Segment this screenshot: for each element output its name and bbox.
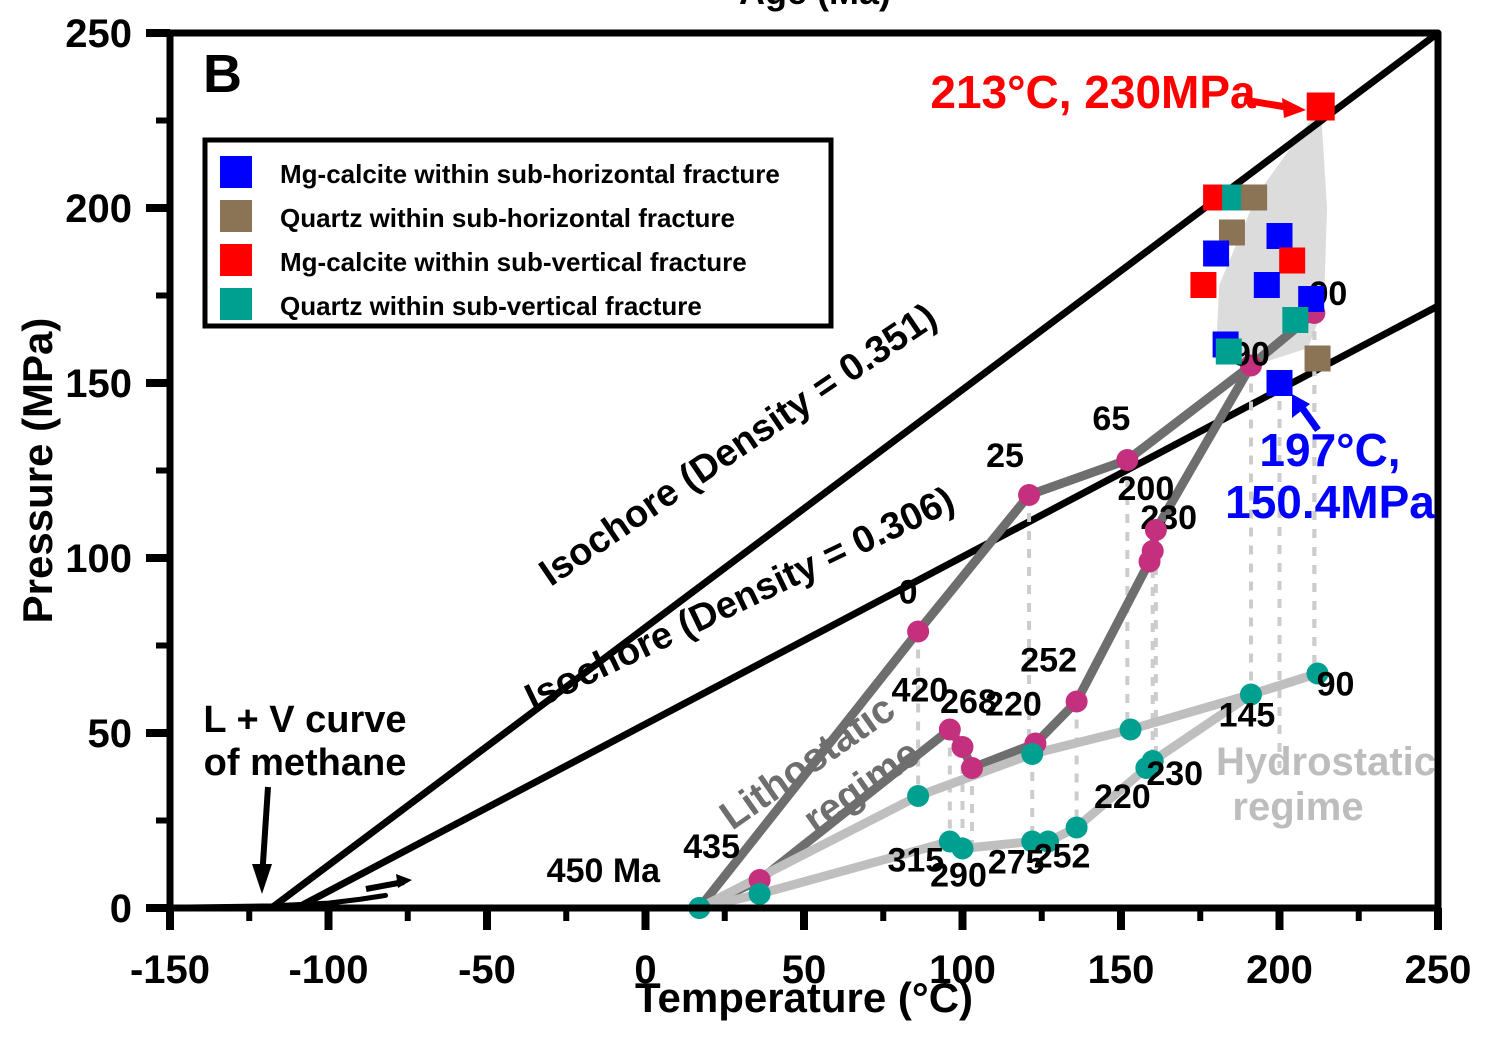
age-label-252: 252 bbox=[1034, 838, 1091, 876]
marker-hydrostatic-regime[interactable] bbox=[1239, 683, 1262, 706]
line-isochore-density-0-306- bbox=[293, 302, 1442, 912]
y-tick-label-250: 250 bbox=[65, 12, 132, 56]
x-tick-label-100: 100 bbox=[929, 948, 996, 992]
legend-swatch-3 bbox=[220, 288, 252, 320]
legend-swatch-2 bbox=[220, 244, 252, 276]
cluster-marker-mg-calcite-subvertical[interactable] bbox=[1306, 92, 1335, 121]
hydrostatic-regime-label-line2: regime bbox=[1232, 785, 1363, 829]
age-label-220: 220 bbox=[985, 686, 1042, 724]
top-cut-title: Age (Ma) bbox=[739, 0, 891, 12]
x-tick-label--50: -50 bbox=[458, 948, 516, 992]
lv-curve-pointer-head bbox=[396, 874, 412, 888]
lv-curve-label-line1: L + V curve bbox=[203, 699, 406, 741]
legend-label-3: Quartz within sub-vertical fracture bbox=[280, 291, 702, 321]
cluster-marker-mg-calcite-subvertical[interactable] bbox=[1279, 247, 1306, 274]
age-label-275: 275 bbox=[988, 844, 1045, 882]
cluster-marker-quartz-subhorizontal[interactable] bbox=[1304, 345, 1331, 372]
marker-lithostatic-regime[interactable] bbox=[1065, 690, 1088, 713]
y-axis-title: Pressure (MPa) bbox=[14, 318, 61, 624]
lv-curve-arrow-head bbox=[252, 864, 272, 894]
marker-lithostatic-regime[interactable] bbox=[1116, 449, 1139, 471]
x-tick-label-0: 0 bbox=[634, 948, 656, 992]
age-label-0: 0 bbox=[899, 574, 918, 612]
age-label-65: 65 bbox=[1092, 400, 1130, 438]
y-tick-label-200: 200 bbox=[65, 187, 132, 231]
age-label-252: 252 bbox=[1020, 642, 1077, 680]
y-tick-label-100: 100 bbox=[65, 537, 132, 581]
x-tick-label--100: -100 bbox=[288, 948, 368, 992]
legend-swatch-1 bbox=[220, 200, 252, 232]
age-label-145: 145 bbox=[1219, 697, 1276, 735]
lv-curve-arrow-shaft bbox=[259, 786, 271, 879]
marker-lithostatic-regime[interactable] bbox=[907, 620, 930, 643]
marker-lithostatic-regime[interactable] bbox=[1144, 519, 1167, 541]
marker-lithostatic-regime[interactable] bbox=[938, 718, 961, 741]
x-tick-label-150: 150 bbox=[1088, 948, 1155, 992]
cluster-marker-mg-calcite-subvertical[interactable] bbox=[1190, 272, 1217, 298]
path-lithostatic-origin-branch bbox=[694, 627, 923, 913]
legend-label-1: Quartz within sub-horizontal fracture bbox=[280, 203, 735, 233]
callout-blue-arrow-head bbox=[1292, 394, 1310, 418]
marker-lithostatic-regime[interactable] bbox=[1018, 484, 1041, 506]
age-label-25: 25 bbox=[986, 437, 1024, 475]
callout-red-arrow-head bbox=[1282, 98, 1306, 118]
marker-hydrostatic-regime[interactable] bbox=[1306, 662, 1329, 685]
cluster-marker-quartz-subvertical[interactable] bbox=[1282, 307, 1309, 333]
marker-hydrostatic-regime[interactable] bbox=[1119, 718, 1142, 741]
path-hydrostatic-origin-branch bbox=[694, 791, 923, 913]
marker-hydrostatic-regime[interactable] bbox=[1021, 830, 1044, 853]
x-tick-label-200: 200 bbox=[1246, 948, 1313, 992]
hydrostatic-regime-label-line1: Hydrostatic bbox=[1216, 740, 1436, 784]
cluster-marker-mg-calcite-subhorizontal[interactable] bbox=[1266, 370, 1293, 396]
marker-lithostatic-regime[interactable] bbox=[961, 757, 984, 779]
x-tick-label--150: -150 bbox=[130, 948, 210, 992]
legend-box bbox=[202, 137, 834, 329]
x-axis-title: Temperature (°C) bbox=[635, 974, 973, 1021]
marker-hydrostatic-regime[interactable] bbox=[951, 837, 974, 860]
marker-lithostatic-regime[interactable] bbox=[951, 736, 974, 758]
age-label-420: 420 bbox=[891, 672, 948, 710]
cluster-marker-quartz-subvertical[interactable] bbox=[1215, 338, 1242, 365]
age-ma-cut-title: Age (Ma) bbox=[739, 0, 891, 12]
callout-150-4mpa-line2: 150.4MPa bbox=[1225, 476, 1435, 528]
age-label-268: 268 bbox=[940, 683, 997, 721]
age-label-435: 435 bbox=[683, 828, 740, 866]
y-tick-label-0: 0 bbox=[110, 887, 132, 931]
line-isochore-density-0-351- bbox=[267, 29, 1442, 912]
marker-hydrostatic-regime[interactable] bbox=[1065, 816, 1088, 839]
panel-label-b: B bbox=[203, 44, 242, 104]
marker-hydrostatic-regime[interactable] bbox=[1021, 743, 1044, 765]
age-label-450 Ma: 450 Ma bbox=[547, 852, 661, 890]
age-label-90: 90 bbox=[1317, 666, 1355, 704]
cluster-marker-mg-calcite-subhorizontal[interactable] bbox=[1266, 223, 1293, 249]
x-tick-label-250: 250 bbox=[1405, 948, 1472, 992]
marker-hydrostatic-regime[interactable] bbox=[748, 883, 771, 905]
age-label-315: 315 bbox=[887, 842, 944, 880]
callout-213c-230mpa: 213°C, 230MPa bbox=[930, 66, 1256, 118]
callout-197c-line1: 197°C, bbox=[1259, 424, 1400, 476]
age-label-200: 200 bbox=[1118, 470, 1175, 508]
x-tick-label-50: 50 bbox=[782, 948, 827, 992]
marker-hydrostatic-regime[interactable] bbox=[1037, 830, 1060, 853]
y-tick-label-50: 50 bbox=[88, 712, 133, 756]
path-lithostatic-regime bbox=[694, 308, 1319, 913]
lv-curve-label-line2: of methane bbox=[204, 742, 407, 784]
age-label-220: 220 bbox=[1094, 778, 1151, 816]
age-label-230: 230 bbox=[1146, 755, 1203, 793]
cluster-marker-mg-calcite-subhorizontal[interactable] bbox=[1253, 272, 1280, 298]
age-label-290: 290 bbox=[930, 857, 987, 895]
marker-lithostatic-regime[interactable] bbox=[1141, 540, 1164, 562]
marker-hydrostatic-regime[interactable] bbox=[1141, 750, 1164, 772]
y-tick-label-150: 150 bbox=[65, 362, 132, 406]
cluster-marker-quartz-subhorizontal[interactable] bbox=[1241, 184, 1268, 211]
path-secondary-lithostatic-regime bbox=[913, 361, 1256, 636]
legend-label-0: Mg-calcite within sub-horizontal fractur… bbox=[280, 159, 780, 189]
legend-swatch-0 bbox=[220, 156, 252, 188]
marker-lithostatic-regime[interactable] bbox=[1239, 354, 1262, 377]
marker-hydrostatic-regime[interactable] bbox=[907, 785, 930, 807]
legend-label-2: Mg-calcite within sub-vertical fracture bbox=[280, 247, 747, 277]
cluster-marker-mg-calcite-subhorizontal[interactable] bbox=[1203, 240, 1230, 267]
